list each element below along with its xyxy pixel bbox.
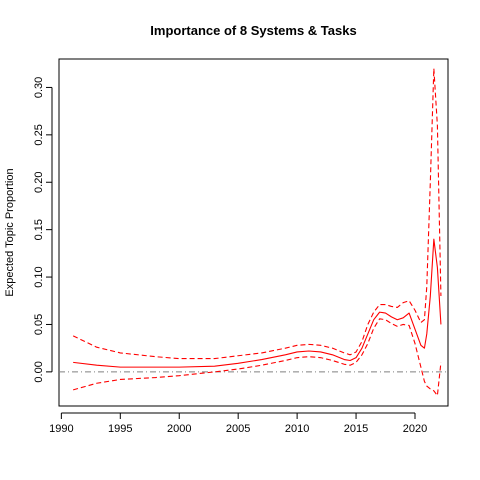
x-tick-label: 2020 (403, 423, 427, 435)
y-tick-label: 0.20 (33, 172, 45, 193)
x-tick-label: 2010 (285, 423, 309, 435)
y-tick-label: 0.30 (33, 77, 45, 98)
y-tick-label: 0.00 (33, 361, 45, 382)
y-tick-label: 0.10 (33, 266, 45, 287)
series-line-upper (72, 67, 442, 360)
x-tick-label: 1995 (108, 423, 132, 435)
x-tick-label: 1990 (49, 423, 73, 435)
series-group (72, 67, 442, 397)
y-axis-title: Expected Topic Proportion (4, 168, 16, 296)
y-tick-label: 0.15 (33, 219, 45, 240)
x-tick-label: 2005 (226, 423, 250, 435)
y-axis: 0.00 0.05 0.10 0.15 0.20 0.25 0.30 (33, 77, 53, 383)
series-line-lower (73, 318, 442, 397)
y-tick-label: 0.05 (33, 314, 45, 335)
chart-title: Importance of 8 Systems & Tasks (150, 23, 356, 38)
series-line-estimate (73, 238, 442, 368)
x-axis: 1990 1995 2000 2005 2010 2015 2020 (49, 412, 427, 435)
plot-frame (58, 58, 449, 407)
x-tick-label: 2000 (167, 423, 191, 435)
y-tick-label: 0.25 (33, 124, 45, 145)
x-tick-label: 2015 (344, 423, 368, 435)
